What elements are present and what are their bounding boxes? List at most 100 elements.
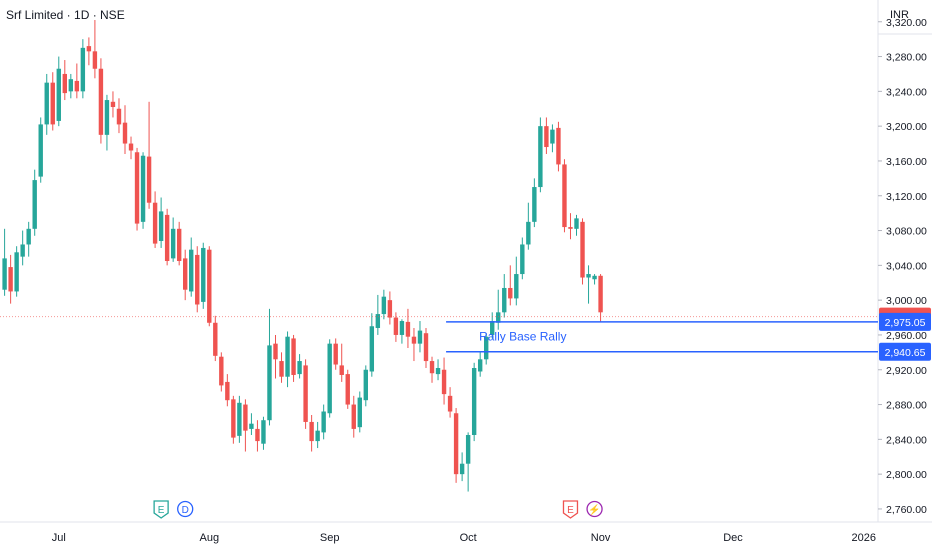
candle <box>213 315 218 362</box>
y-tick-label: 2,920.00 <box>886 365 927 377</box>
currency-label[interactable]: INR <box>890 9 909 21</box>
candle-body <box>80 47 86 92</box>
candle <box>435 359 441 381</box>
y-tick-label: 3,240.00 <box>886 86 927 98</box>
candle-body <box>26 228 31 245</box>
candle-body <box>267 345 272 421</box>
candle-body <box>333 343 338 365</box>
candle-body <box>453 413 459 475</box>
price-line-zone-bottom: 2,940.65 <box>446 342 931 361</box>
event-marker-circle <box>586 500 603 518</box>
event-marker-circle <box>177 500 194 518</box>
candle <box>309 414 314 452</box>
candle <box>544 117 549 154</box>
candle-body <box>189 249 194 292</box>
candle-body <box>207 249 212 323</box>
price-tag-label: 2,975.05 <box>885 317 926 329</box>
y-tick-label: 3,080.00 <box>886 226 927 238</box>
candle-body <box>291 338 296 375</box>
candle-body <box>435 368 441 375</box>
candle <box>50 72 55 131</box>
candle <box>32 169 37 236</box>
candle <box>116 98 122 134</box>
y-tick-label: 3,120.00 <box>886 191 927 203</box>
candle <box>74 63 80 99</box>
event-marker-label: E <box>567 505 574 516</box>
candle-body <box>429 361 435 374</box>
candle <box>297 354 302 379</box>
candle-body <box>411 336 417 344</box>
candle <box>315 421 320 449</box>
candle <box>387 291 393 325</box>
candle-body <box>164 214 170 261</box>
candle <box>285 331 290 388</box>
candle-body <box>417 330 423 344</box>
event-marker: E <box>562 500 579 519</box>
x-tick-label: Aug <box>199 532 219 544</box>
price-tag-label: 2,940.65 <box>885 347 926 359</box>
x-tick-label: Sep <box>320 532 340 544</box>
candle-body <box>465 435 471 464</box>
candle <box>550 124 555 153</box>
candle-body <box>387 300 393 318</box>
candle-body <box>44 82 49 125</box>
y-tick-label: 3,320.00 <box>886 17 927 29</box>
price-lines: 2,981.102,975.05 2,940.65 Rally Base Rally <box>0 307 931 361</box>
candle-body <box>261 420 266 444</box>
candle <box>62 60 67 101</box>
candle <box>110 91 116 118</box>
candle <box>255 420 260 452</box>
candle <box>176 221 182 266</box>
x-tick-label: Jul <box>52 532 66 544</box>
candle <box>44 73 49 135</box>
symbol-title[interactable]: Srf Limited · 1D · NSE <box>6 8 125 22</box>
candle-body <box>405 321 411 337</box>
candle-body <box>92 51 98 69</box>
y-tick-label: 3,000.00 <box>886 295 927 307</box>
candle-body <box>459 463 465 475</box>
event-markers: E D E ⚡ <box>153 500 603 519</box>
candle-body <box>86 46 92 52</box>
y-tick-label: 3,280.00 <box>886 52 927 64</box>
candle <box>339 343 344 382</box>
candle <box>273 334 278 379</box>
candle <box>465 432 471 492</box>
candle <box>477 352 483 377</box>
candle-body <box>249 423 254 429</box>
candle-body <box>345 374 350 405</box>
candle-body <box>8 267 13 292</box>
candle <box>134 147 140 231</box>
candle-body <box>309 421 314 442</box>
candle-body <box>243 404 248 431</box>
y-tick-label: 2,760.00 <box>886 504 927 516</box>
candle <box>363 365 368 407</box>
candle <box>291 334 296 382</box>
candle <box>411 327 417 362</box>
candle <box>447 387 453 418</box>
y-tick-label: 2,880.00 <box>886 400 927 412</box>
candle-body <box>550 129 555 144</box>
candle <box>514 256 519 306</box>
candle-body <box>399 321 405 335</box>
x-tick-label: Dec <box>723 532 743 544</box>
candle-body <box>62 73 67 94</box>
candle-body <box>375 314 381 328</box>
candle-body <box>532 187 537 222</box>
event-marker: D <box>177 500 194 518</box>
candle <box>441 357 447 405</box>
candle-body <box>116 108 122 125</box>
candle-body <box>176 228 182 261</box>
candle-body <box>357 397 362 428</box>
candle-body <box>152 202 158 244</box>
candle-body <box>502 287 507 313</box>
candle-body <box>122 122 128 144</box>
candle <box>56 56 61 127</box>
candle-body <box>574 218 579 229</box>
y-tick-label: 3,040.00 <box>886 260 927 272</box>
candle-body <box>514 274 519 299</box>
candle <box>429 356 435 383</box>
candle-body <box>592 275 597 280</box>
candle-body <box>484 336 489 360</box>
candle-body <box>140 155 146 222</box>
